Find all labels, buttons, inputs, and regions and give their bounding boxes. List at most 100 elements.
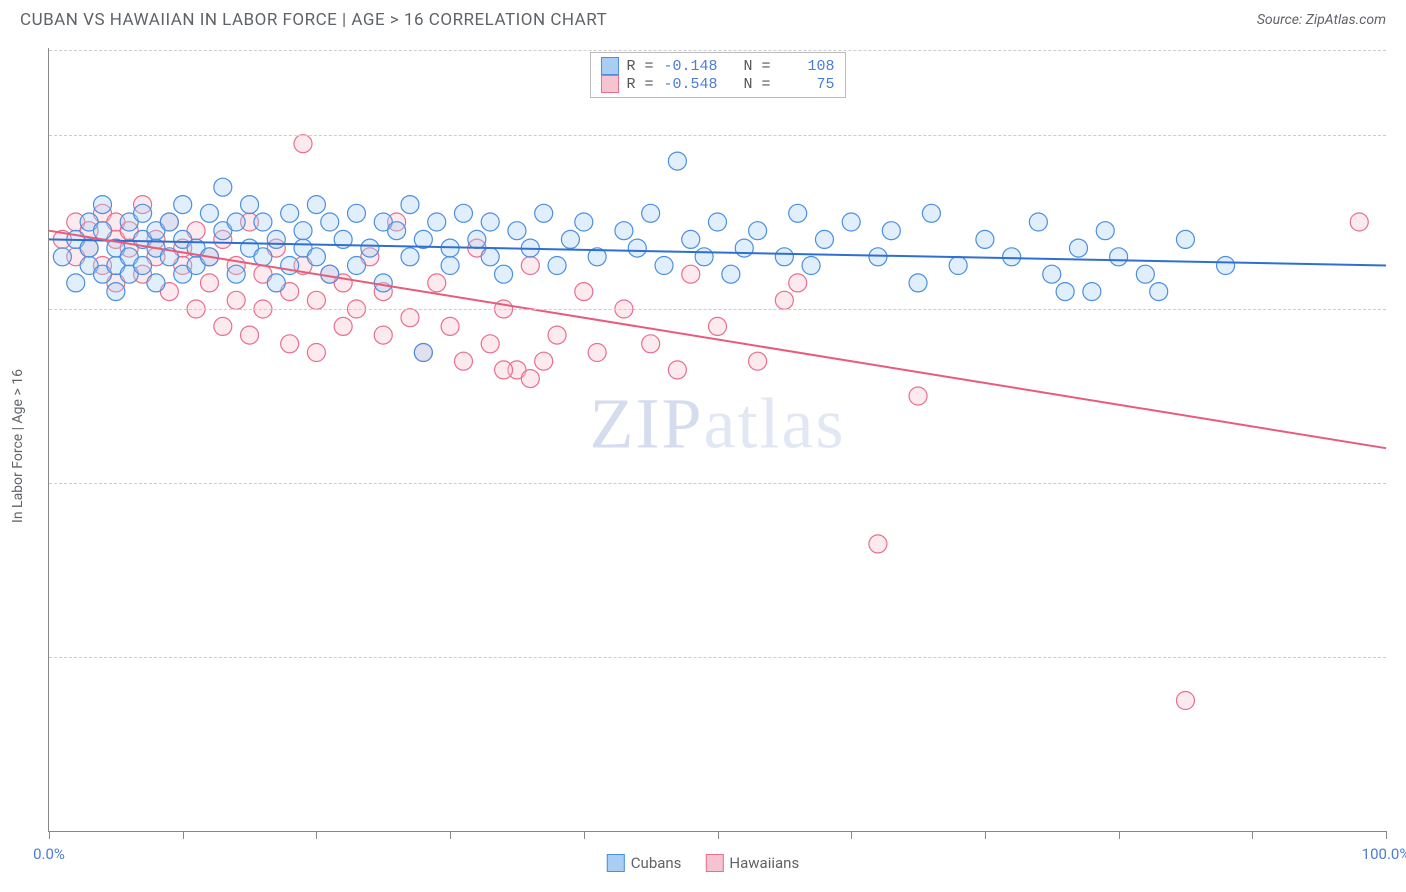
data-point	[481, 248, 499, 266]
data-point	[615, 222, 633, 240]
data-point	[227, 265, 245, 283]
legend-swatch	[607, 854, 625, 872]
data-point	[1110, 248, 1128, 266]
data-point	[454, 352, 472, 370]
data-point	[93, 196, 111, 214]
data-point	[93, 222, 111, 240]
legend-r-value: -0.148	[662, 58, 718, 75]
gridline	[49, 657, 1386, 658]
data-point	[374, 274, 392, 292]
legend-row: R = -0.148 N = 108	[600, 57, 834, 75]
data-point	[548, 326, 566, 344]
data-point	[1083, 283, 1101, 301]
data-point	[842, 213, 860, 231]
data-point	[214, 178, 232, 196]
data-point	[588, 344, 606, 362]
data-point	[227, 213, 245, 231]
chart-title: CUBAN VS HAWAIIAN IN LABOR FORCE | AGE >…	[20, 10, 607, 30]
data-point	[67, 274, 85, 292]
data-point	[749, 352, 767, 370]
data-point	[321, 213, 339, 231]
legend-item: Cubans	[607, 854, 682, 872]
data-point	[1029, 213, 1047, 231]
data-point	[1003, 248, 1021, 266]
data-point	[481, 335, 499, 353]
data-point	[388, 222, 406, 240]
data-point	[361, 239, 379, 257]
data-point	[107, 283, 125, 301]
data-point	[294, 135, 312, 153]
data-point	[147, 274, 165, 292]
data-point	[214, 317, 232, 335]
data-point	[561, 230, 579, 248]
data-point	[441, 257, 459, 275]
legend-r-label: R =	[626, 58, 653, 75]
data-point	[294, 222, 312, 240]
chart-header: CUBAN VS HAWAIIAN IN LABOR FORCE | AGE >…	[0, 0, 1406, 34]
x-tick	[851, 831, 852, 839]
legend-swatch	[705, 854, 723, 872]
data-point	[709, 317, 727, 335]
data-point	[254, 248, 272, 266]
x-tick	[450, 831, 451, 839]
legend-row: R =-0.548 N =75	[600, 75, 834, 93]
data-point	[1176, 692, 1194, 710]
data-point	[909, 274, 927, 292]
chart-source: Source: ZipAtlas.com	[1257, 12, 1386, 28]
data-point	[521, 257, 539, 275]
x-tick	[718, 831, 719, 839]
data-point	[775, 291, 793, 309]
data-point	[682, 230, 700, 248]
legend-swatch	[600, 57, 618, 75]
data-point	[321, 265, 339, 283]
x-tick	[316, 831, 317, 839]
data-point	[668, 361, 686, 379]
legend-label: Hawaiians	[729, 854, 799, 872]
data-point	[334, 317, 352, 335]
data-point	[1096, 222, 1114, 240]
y-tick-label: 80.0%	[1394, 126, 1406, 144]
data-point	[575, 213, 593, 231]
legend-r-label: R =	[626, 76, 653, 93]
data-point	[1350, 213, 1368, 231]
data-point	[227, 291, 245, 309]
data-point	[735, 239, 753, 257]
legend-n-value: 108	[779, 58, 835, 75]
data-point	[53, 248, 71, 266]
data-point	[267, 274, 285, 292]
data-point	[241, 196, 259, 214]
data-point	[174, 196, 192, 214]
data-point	[441, 317, 459, 335]
data-point	[481, 213, 499, 231]
y-axis-label: In Labor Force | Age > 16	[10, 369, 26, 523]
data-point	[882, 222, 900, 240]
data-point	[495, 361, 513, 379]
data-point	[200, 274, 218, 292]
legend-n-label: N =	[726, 58, 771, 75]
x-tick-label: 100.0%	[1362, 845, 1406, 863]
data-point	[695, 248, 713, 266]
data-point	[668, 152, 686, 170]
data-point	[749, 222, 767, 240]
gridline	[49, 483, 1386, 484]
data-point	[655, 257, 673, 275]
data-point	[160, 213, 178, 231]
chart-plot-box: ZIPatlas R =-0.148 N =108R =-0.548 N =75…	[48, 48, 1386, 832]
gridline	[49, 50, 1386, 51]
x-tick	[985, 831, 986, 839]
data-point	[909, 387, 927, 405]
data-point	[307, 291, 325, 309]
plot-area: ZIPatlas R =-0.148 N =108R =-0.548 N =75	[49, 48, 1386, 831]
data-point	[307, 196, 325, 214]
data-point	[374, 326, 392, 344]
x-tick	[1386, 831, 1387, 839]
data-point	[722, 265, 740, 283]
scatter-svg	[49, 48, 1386, 831]
data-point	[628, 239, 646, 257]
data-point	[789, 204, 807, 222]
data-point	[348, 257, 366, 275]
gridline	[49, 135, 1386, 136]
data-point	[548, 257, 566, 275]
legend-n-value: 75	[779, 76, 835, 93]
x-tick	[183, 831, 184, 839]
